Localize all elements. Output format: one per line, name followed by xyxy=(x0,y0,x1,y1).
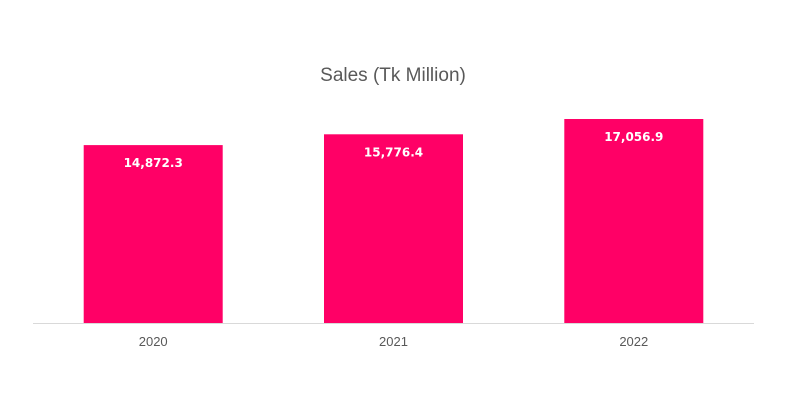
chart-title: Sales (Tk Million) xyxy=(320,65,466,86)
data-label-2020: 14,872.3 xyxy=(124,156,183,170)
bar-2020 xyxy=(83,145,223,323)
bars-layer xyxy=(83,119,704,323)
x-tick-label-2021: 2021 xyxy=(379,334,408,349)
data-label-2021: 15,776.4 xyxy=(364,145,423,159)
x-tick-label-2022: 2022 xyxy=(619,334,648,349)
bar-2022 xyxy=(564,119,704,323)
x-tick-label-2020: 2020 xyxy=(139,334,168,349)
bar-2021 xyxy=(324,134,463,323)
labels-layer: 14,872.3 2020 15,776.4 2021 17,056.9 2022 xyxy=(124,130,664,349)
data-label-2022: 17,056.9 xyxy=(604,130,663,144)
